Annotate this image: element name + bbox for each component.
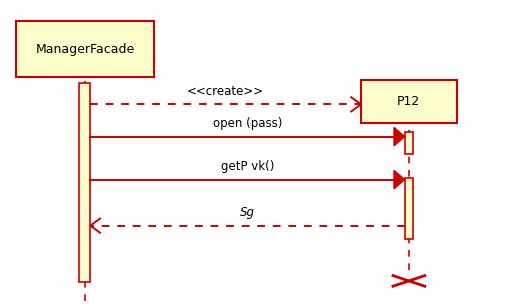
Bar — [79, 83, 90, 282]
Bar — [16, 21, 154, 77]
Polygon shape — [394, 127, 405, 146]
Text: Sg: Sg — [240, 206, 255, 219]
Text: P12: P12 — [397, 95, 421, 108]
Text: ManagerFacade: ManagerFacade — [36, 43, 134, 56]
Polygon shape — [394, 170, 405, 189]
Text: getP vk(): getP vk() — [221, 160, 274, 173]
Bar — [361, 80, 457, 123]
Text: <<create>>: <<create>> — [187, 85, 264, 98]
Text: open (pass): open (pass) — [213, 117, 282, 130]
Bar — [405, 132, 413, 154]
Bar — [405, 178, 413, 239]
